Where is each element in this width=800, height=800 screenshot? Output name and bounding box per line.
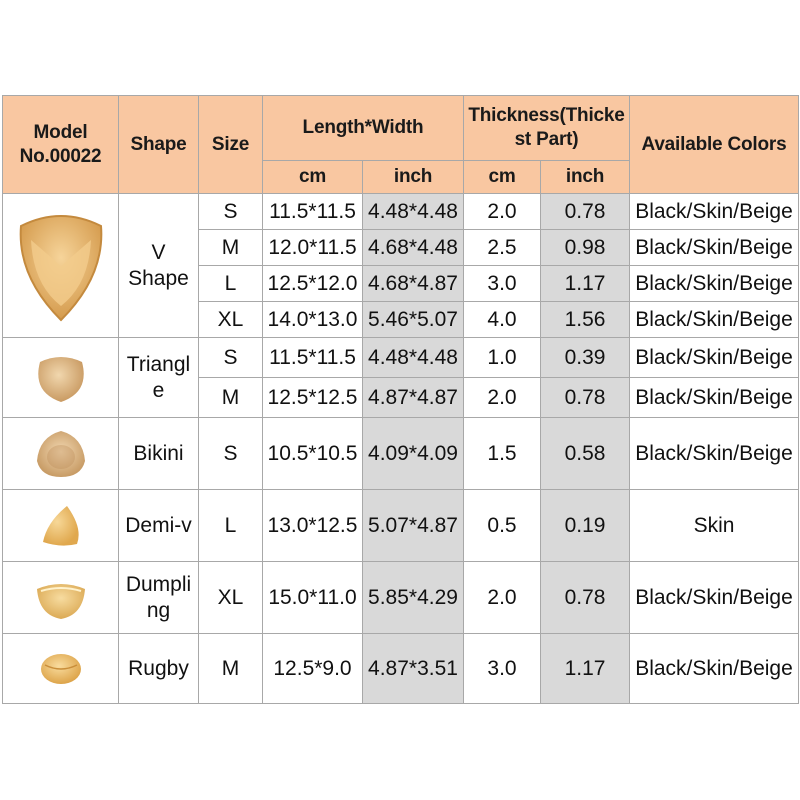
pad-image-cell <box>2 633 119 704</box>
shape-cell: Rugby <box>118 633 199 704</box>
header-size: Size <box>198 95 263 194</box>
header-shape: Shape <box>118 95 199 194</box>
rugby-pad-icon <box>4 651 118 687</box>
length-width-inch-cell: 5.07*4.87 <box>362 489 464 562</box>
table-row: Triangl e S 11.5*11.5 4.48*4.48 1.0 0.39 Black… <box>2 337 799 418</box>
size-chart-table: Model No.00022 Shape Size Length*Width T… <box>2 95 799 704</box>
length-width-inch-cell: 4.68*4.87 <box>362 265 464 302</box>
thickness-cm-cell: 3.0 <box>463 265 541 302</box>
colors-cell: Black/Skin/Beige <box>629 229 799 266</box>
shape-cell: Demi-v <box>118 489 199 562</box>
thickness-inch-cell: 1.56 <box>540 301 630 338</box>
thickness-cm-cell: 0.5 <box>463 489 541 562</box>
size-cell: L <box>198 265 263 302</box>
triangle-pad-icon <box>4 352 118 404</box>
table-row: M 12.5*12.5 4.87*4.87 2.0 0.78 Black/Skin/Bei… <box>3 377 799 418</box>
length-width-inch-cell: 4.09*4.09 <box>362 417 464 490</box>
length-width-cm-cell: 14.0*13.0 <box>262 301 363 338</box>
length-width-cm-cell: 11.5*11.5 <box>262 193 363 230</box>
size-cell: S <box>198 417 263 490</box>
table-row: Bikini S 10.5*10.5 4.09*4.09 1.5 0.58 Black/Sk… <box>2 417 799 490</box>
colors-cell: Black/Skin/Beige <box>629 417 799 490</box>
length-width-cm-cell: 13.0*12.5 <box>262 489 363 562</box>
length-width-inch-cell: 4.48*4.48 <box>362 193 464 230</box>
thickness-cm-cell: 2.0 <box>463 561 541 634</box>
size-cell: S <box>198 337 263 378</box>
colors-cell: Black/Skin/Beige <box>629 337 799 378</box>
table-row: M 12.0*11.5 4.68*4.48 2.5 0.98 Black/Skin/Bei… <box>3 229 799 266</box>
header-length-width: Length*Width <box>262 95 464 161</box>
table-row: V Shape S 11.5*11.5 4.48*4.48 2.0 0.78 Black/S… <box>2 193 799 338</box>
pad-image-cell <box>2 337 119 418</box>
length-width-cm-cell: 11.5*11.5 <box>262 337 363 378</box>
thickness-cm-cell: 2.0 <box>463 377 541 418</box>
length-width-inch-cell: 4.87*3.51 <box>362 633 464 704</box>
header-available-colors: Available Colors <box>629 95 799 194</box>
dumpling-pad-icon <box>4 575 118 621</box>
length-width-cm-cell: 12.5*12.5 <box>262 377 363 418</box>
size-cell: XL <box>198 301 263 338</box>
thickness-inch-cell: 0.39 <box>540 337 630 378</box>
table-row: Dumpli ng XL 15.0*11.0 5.85*4.29 2.0 0.78 Blac… <box>2 561 799 634</box>
size-cell: L <box>198 489 263 562</box>
thickness-inch-cell: 0.19 <box>540 489 630 562</box>
table-body: V Shape S 11.5*11.5 4.48*4.48 2.0 0.78 Black/S… <box>2 193 799 704</box>
colors-cell: Black/Skin/Beige <box>629 377 799 418</box>
header-thick-inch: inch <box>540 160 630 194</box>
colors-cell: Black/Skin/Beige <box>629 561 799 634</box>
length-width-inch-cell: 5.46*5.07 <box>362 301 464 338</box>
header-thick-cm: cm <box>463 160 541 194</box>
pad-image-cell <box>2 561 119 634</box>
length-width-inch-cell: 4.68*4.48 <box>362 229 464 266</box>
colors-cell: Black/Skin/Beige <box>629 193 799 230</box>
pad-image-cell <box>2 489 119 562</box>
size-cell: M <box>198 229 263 266</box>
thickness-inch-cell: 0.58 <box>540 417 630 490</box>
length-width-cm-cell: 15.0*11.0 <box>262 561 363 634</box>
colors-cell: Skin <box>629 489 799 562</box>
thickness-inch-cell: 1.17 <box>540 265 630 302</box>
header-model: Model No.00022 <box>2 95 119 194</box>
size-cell: S <box>198 193 263 230</box>
length-width-cm-cell: 12.5*12.0 <box>262 265 363 302</box>
size-cell: XL <box>198 561 263 634</box>
demi-v-pad-icon <box>4 504 118 548</box>
length-width-inch-cell: 4.48*4.48 <box>362 337 464 378</box>
size-cell: M <box>198 377 263 418</box>
colors-cell: Black/Skin/Beige <box>629 265 799 302</box>
thickness-inch-cell: 0.78 <box>540 561 630 634</box>
length-width-inch-cell: 4.87*4.87 <box>362 377 464 418</box>
length-width-inch-cell: 5.85*4.29 <box>362 561 464 634</box>
thickness-inch-cell: 0.98 <box>540 229 630 266</box>
pad-image-cell <box>2 417 119 490</box>
header-lw-inch: inch <box>362 160 464 194</box>
thickness-cm-cell: 4.0 <box>463 301 541 338</box>
v-shape-pad-icon <box>4 206 118 326</box>
length-width-cm-cell: 10.5*10.5 <box>262 417 363 490</box>
thickness-inch-cell: 0.78 <box>540 377 630 418</box>
length-width-cm-cell: 12.5*9.0 <box>262 633 363 704</box>
table-row: Rugby M 12.5*9.0 4.87*3.51 3.0 1.17 Black/Skin… <box>2 633 799 704</box>
colors-cell: Black/Skin/Beige <box>629 301 799 338</box>
thickness-cm-cell: 1.0 <box>463 337 541 378</box>
header-thickness: Thickness(Thicke st Part) <box>463 95 630 161</box>
shape-cell: Dumpli ng <box>118 561 199 634</box>
pad-image-cell <box>2 193 119 338</box>
header-lw-cm: cm <box>262 160 363 194</box>
thickness-cm-cell: 3.0 <box>463 633 541 704</box>
bikini-pad-icon <box>4 427 118 481</box>
thickness-cm-cell: 2.0 <box>463 193 541 230</box>
colors-cell: Black/Skin/Beige <box>629 633 799 704</box>
thickness-inch-cell: 1.17 <box>540 633 630 704</box>
length-width-cm-cell: 12.0*11.5 <box>262 229 363 266</box>
thickness-inch-cell: 0.78 <box>540 193 630 230</box>
thickness-cm-cell: 1.5 <box>463 417 541 490</box>
shape-cell: Triangl e <box>118 337 199 418</box>
shape-cell: Bikini <box>118 417 199 490</box>
size-cell: M <box>198 633 263 704</box>
shape-cell: V Shape <box>118 193 199 338</box>
thickness-cm-cell: 2.5 <box>463 229 541 266</box>
table-row: Demi-v L 13.0*12.5 5.07*4.87 0.5 0.19 Skin <box>2 489 799 562</box>
